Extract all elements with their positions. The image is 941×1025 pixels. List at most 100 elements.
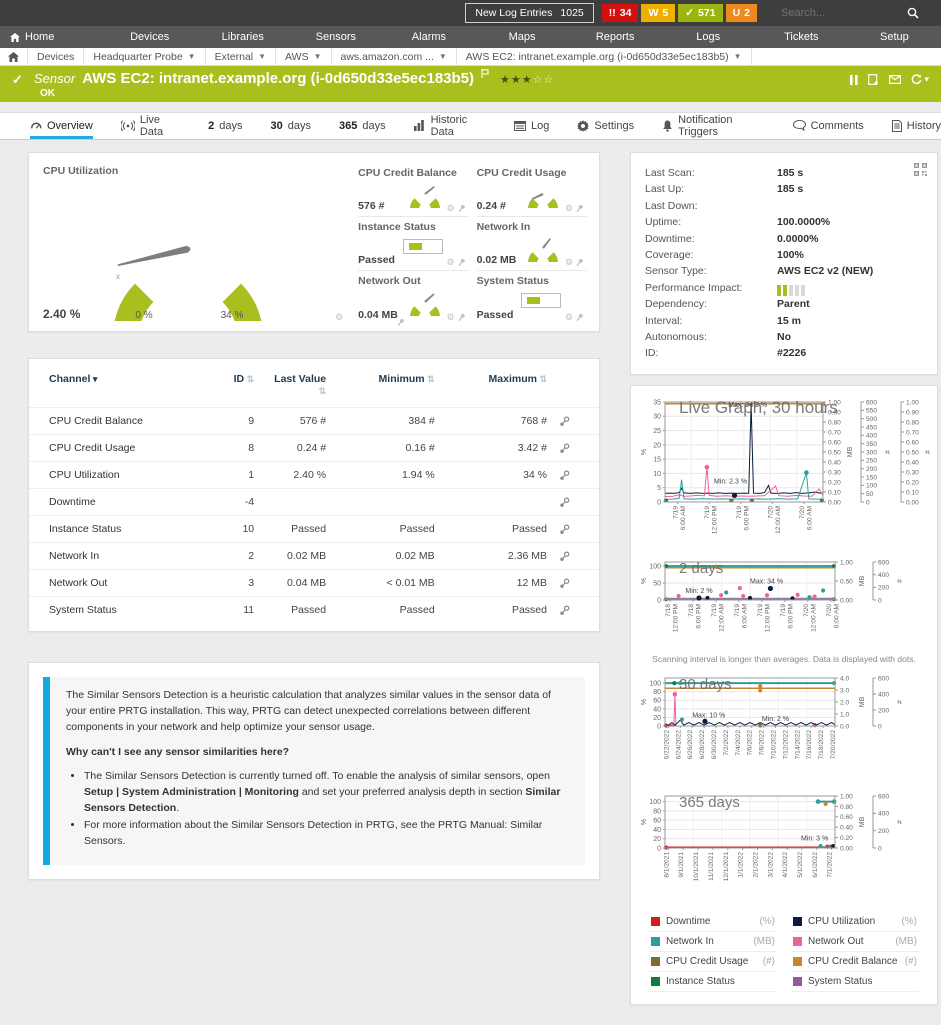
impact-bar — [777, 285, 781, 297]
mini-gauge-title: Instance Status — [358, 221, 436, 234]
comment-icon — [792, 120, 806, 131]
svg-text:20: 20 — [653, 442, 661, 449]
mail-icon[interactable] — [889, 75, 902, 84]
channel-settings-link[interactable] — [553, 434, 599, 462]
nav-item-alarms[interactable]: Alarms — [382, 26, 475, 48]
tab-history[interactable]: History — [891, 113, 941, 139]
qr-code-icon[interactable] — [914, 163, 927, 176]
svg-text:200: 200 — [878, 585, 889, 592]
svg-text:2.0: 2.0 — [840, 699, 849, 706]
channel-settings-link[interactable] — [553, 596, 599, 623]
breadcrumb-home-icon[interactable] — [0, 48, 28, 65]
pin-icon[interactable] — [576, 204, 583, 213]
new-log-entries-count: 1025 — [560, 7, 584, 19]
priority-stars[interactable]: ★★★☆☆ — [500, 74, 555, 86]
gear-icon[interactable]: ⚙ — [564, 203, 574, 214]
nav-item-setup[interactable]: Setup — [848, 26, 941, 48]
svg-text:40: 40 — [653, 827, 661, 834]
gear-icon[interactable]: ⚙ — [335, 312, 344, 322]
nav-item-libraries[interactable]: Libraries — [196, 26, 289, 48]
channel-settings-link[interactable] — [553, 542, 599, 570]
column-header-maximum[interactable]: Maximum ⇅ — [441, 365, 553, 408]
breadcrumb-item-external[interactable]: External ▼ — [206, 48, 277, 65]
pin-icon[interactable] — [458, 258, 465, 267]
search-icon[interactable] — [907, 7, 919, 19]
tab-live-data[interactable]: Live Data — [120, 113, 180, 139]
pin-icon[interactable] — [458, 313, 465, 322]
alarm-icon[interactable]: !! 34 — [601, 4, 639, 22]
new-log-entries-button[interactable]: New Log Entries 1025 — [465, 3, 594, 23]
channel-name: CPU Credit Balance — [29, 407, 221, 435]
add-report-icon[interactable] — [868, 74, 879, 85]
svg-text:Max: 34 %: Max: 34 % — [750, 579, 783, 586]
svg-text:600: 600 — [866, 399, 877, 406]
legend-item-downtime: Downtime (%) — [649, 912, 777, 932]
svg-text:0.0: 0.0 — [840, 723, 849, 730]
tab-comments[interactable]: Comments — [792, 113, 864, 139]
breadcrumb-item-devices[interactable]: Devices — [28, 48, 85, 65]
tab-365-days[interactable]: 365 days — [339, 113, 386, 139]
nav-item-sensors[interactable]: Sensors — [289, 26, 382, 48]
legend-label: Network Out — [808, 935, 864, 947]
tab-30-days[interactable]: 30 days — [271, 113, 312, 139]
nav-item-tickets[interactable]: Tickets — [755, 26, 848, 48]
gear-icon[interactable]: ⚙ — [564, 257, 574, 268]
nav-item-maps[interactable]: Maps — [475, 26, 568, 48]
nav-item-home[interactable]: Home — [0, 26, 103, 48]
channel-settings-link[interactable] — [553, 407, 599, 435]
nav-item-logs[interactable]: Logs — [662, 26, 755, 48]
info-label: Autonomous: — [645, 331, 707, 344]
channel-settings-link[interactable] — [553, 569, 599, 597]
similar-sensors-message: The Similar Sensors Detection is a heuri… — [43, 677, 585, 865]
tab-label: days — [219, 119, 243, 132]
mini-gauge-cpu-credit-balance: CPU Credit Balance 576 # ⚙ — [358, 163, 469, 218]
breadcrumb-item-aws-amazon-com[interactable]: aws.amazon.com ... ▼ — [332, 48, 457, 65]
gear-icon[interactable]: ⚙ — [564, 312, 574, 322]
column-header-minimum[interactable]: Minimum ⇅ — [332, 365, 441, 408]
column-header-channel[interactable]: Channel ▾ — [29, 365, 220, 408]
svg-text:7/206:00 AM: 7/206:00 AM — [826, 604, 841, 629]
tab-settings[interactable]: Settings — [577, 113, 634, 139]
tab-label: days — [287, 119, 311, 132]
flag-icon[interactable] — [481, 69, 489, 78]
pin-icon[interactable] — [576, 313, 583, 322]
gear-icon[interactable]: ⚙ — [446, 257, 455, 268]
column-header-id[interactable]: ID ⇅ — [220, 365, 260, 408]
gear-icon[interactable]: ⚙ — [446, 203, 455, 214]
breadcrumb-item-aws-ec2-intra[interactable]: AWS EC2: intranet.example.org (i-0d650d3… — [457, 48, 752, 65]
sensor-kind-label: Sensor — [34, 71, 76, 86]
nav-item-devices[interactable]: Devices — [103, 26, 196, 48]
sort-icon: ⇅ — [318, 386, 327, 396]
table-row: Downtime -4 — [29, 488, 599, 516]
channel-settings-link[interactable] — [553, 461, 599, 489]
breadcrumb-item-headquarter-pr[interactable]: Headquarter Probe ▼ — [84, 48, 206, 65]
breadcrumb-label: Devices — [37, 50, 75, 63]
tab-historic-data[interactable]: Historic Data — [413, 113, 486, 139]
nav-item-label: Home — [25, 31, 55, 43]
info-value: 15 m — [777, 314, 801, 327]
channel-value: 12 MB — [440, 569, 553, 597]
tab-2-days[interactable]: 2 days — [208, 113, 242, 139]
tab-overview[interactable]: Overview — [30, 113, 93, 139]
breadcrumb-item-aws[interactable]: AWS ▼ — [276, 48, 332, 65]
nav-item-reports[interactable]: Reports — [569, 26, 662, 48]
refresh-icon[interactable]: ▾ — [911, 74, 929, 85]
info-row-last-up: Last Up: 185 s — [645, 181, 923, 197]
svg-text:6/22/2022: 6/22/2022 — [663, 730, 670, 760]
svg-text:0.70: 0.70 — [906, 429, 919, 436]
ok-icon[interactable]: ✓ 571 — [678, 4, 723, 22]
search-input[interactable] — [781, 7, 901, 19]
column-header-last-value[interactable]: Last Value ⇅ — [260, 365, 332, 408]
channel-settings-link[interactable] — [553, 488, 599, 516]
pause-icon[interactable] — [850, 74, 859, 85]
channel-value: 0.02 MB — [332, 542, 441, 570]
pin-icon[interactable] — [458, 204, 465, 213]
tab-log[interactable]: Log — [514, 113, 549, 139]
gear-icon[interactable]: ⚙ — [446, 312, 455, 322]
channel-settings-link[interactable] — [553, 515, 599, 543]
performance-impact-bars — [777, 280, 805, 297]
pin-icon[interactable] — [576, 258, 583, 267]
tab-notification-triggers[interactable]: Notification Triggers — [662, 113, 764, 139]
